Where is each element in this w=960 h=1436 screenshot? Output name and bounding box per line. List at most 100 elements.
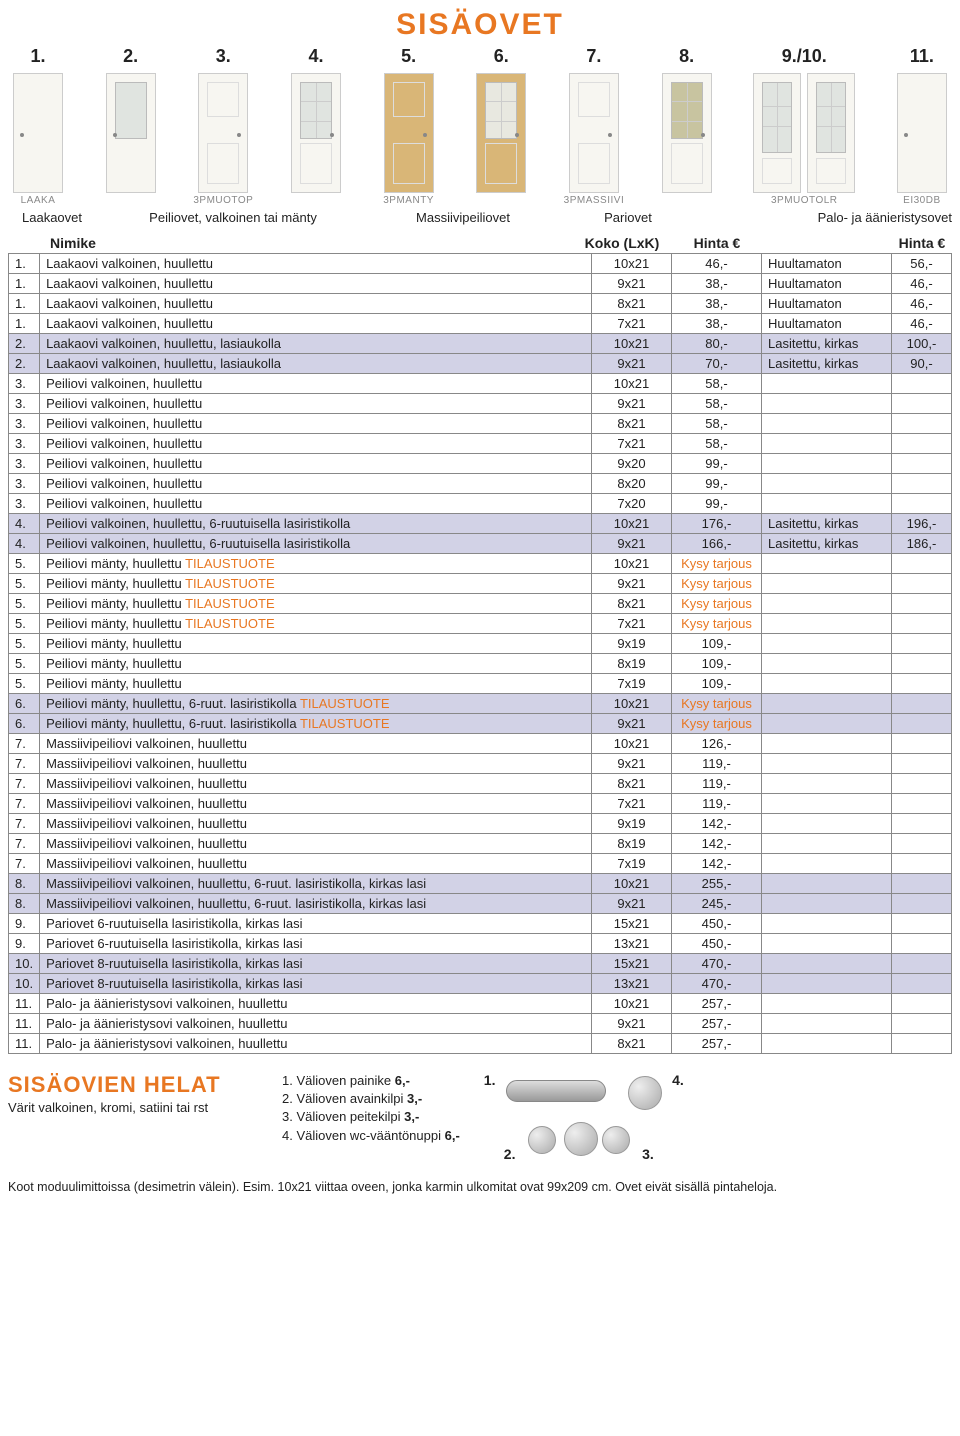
cell xyxy=(762,834,892,854)
cell: 90,- xyxy=(892,354,952,374)
table-row: 3.Peiliovi valkoinen, huullettu7x2158,- xyxy=(9,434,952,454)
table-row: 11.Palo- ja äänieristysovi valkoinen, hu… xyxy=(9,994,952,1014)
cell xyxy=(762,1014,892,1034)
cell: 9x21 xyxy=(592,354,672,374)
cell: 7. xyxy=(9,794,40,814)
cell xyxy=(892,694,952,714)
cell: 109,- xyxy=(672,654,762,674)
cell: 119,- xyxy=(672,794,762,814)
cell xyxy=(892,714,952,734)
table-row: 11.Palo- ja äänieristysovi valkoinen, hu… xyxy=(9,1034,952,1054)
cell: 99,- xyxy=(672,474,762,494)
cell: 7. xyxy=(9,814,40,834)
cell xyxy=(762,434,892,454)
cell: 8x21 xyxy=(592,1034,672,1054)
door-image xyxy=(569,73,619,193)
cell: 9. xyxy=(9,914,40,934)
category-row: Laakaovet Peiliovet, valkoinen tai mänty… xyxy=(8,210,952,225)
knob-icon xyxy=(528,1126,556,1154)
cell: 9x21 xyxy=(592,754,672,774)
cell: Laakaovi valkoinen, huullettu, lasiaukol… xyxy=(40,334,592,354)
cell: Palo- ja äänieristysovi valkoinen, huull… xyxy=(40,994,592,1014)
cell: 10x21 xyxy=(592,994,672,1014)
cell: 257,- xyxy=(672,994,762,1014)
cell: Massiivipeiliovi valkoinen, huullettu xyxy=(40,734,592,754)
helat-item: 3. Välioven peitekilpi 3,- xyxy=(282,1108,460,1126)
cell: 9x21 xyxy=(592,894,672,914)
cell xyxy=(892,654,952,674)
cell: Peiliovi mänty, huullettu xyxy=(40,634,592,654)
cell: 119,- xyxy=(672,754,762,774)
table-row: 7.Massiivipeiliovi valkoinen, huullettu9… xyxy=(9,754,952,774)
helat-subtitle: Värit valkoinen, kromi, satiini tai rst xyxy=(8,1100,258,1115)
cell: Laakaovi valkoinen, huullettu xyxy=(40,314,592,334)
helat-item: 4. Välioven wc-vääntönuppi 6,- xyxy=(282,1127,460,1145)
cell: Massiivipeiliovi valkoinen, huullettu xyxy=(40,834,592,854)
col-hinta2: Hinta € xyxy=(892,235,952,251)
cell xyxy=(762,814,892,834)
door-code: EI30DB xyxy=(903,195,940,206)
cell: 10x21 xyxy=(592,374,672,394)
cell: 470,- xyxy=(672,974,762,994)
cell: 10x21 xyxy=(592,334,672,354)
table-row: 5.Peiliovi mänty, huullettu7x19109,- xyxy=(9,674,952,694)
door-code: LAAKA xyxy=(21,195,56,206)
knob-icon xyxy=(602,1126,630,1154)
door-code: 3PMUOTOP xyxy=(193,195,253,206)
cell xyxy=(762,854,892,874)
door-image xyxy=(13,73,63,193)
helat-section: SISÄOVIEN HELAT Värit valkoinen, kromi, … xyxy=(8,1072,952,1162)
cell: Peiliovi mänty, huullettu xyxy=(40,674,592,694)
cell: 7x19 xyxy=(592,674,672,694)
cell xyxy=(762,734,892,754)
cell: Lasitettu, kirkas xyxy=(762,534,892,554)
cell xyxy=(892,934,952,954)
cell: 2. xyxy=(9,334,40,354)
helat-item: 2. Välioven avainkilpi 3,- xyxy=(282,1090,460,1108)
cell: Peiliovi mänty, huullettu xyxy=(40,654,592,674)
cell xyxy=(762,394,892,414)
cell: 4. xyxy=(9,514,40,534)
cell: 7. xyxy=(9,734,40,754)
door-code: 3PMASSIIVI xyxy=(564,195,625,206)
cell: 8. xyxy=(9,894,40,914)
cell: 450,- xyxy=(672,934,762,954)
cell xyxy=(762,574,892,594)
cell: 5. xyxy=(9,614,40,634)
cell xyxy=(892,874,952,894)
cell: 10x21 xyxy=(592,874,672,894)
door-image xyxy=(291,73,341,193)
cell: 99,- xyxy=(672,494,762,514)
cell: 100,- xyxy=(892,334,952,354)
table-row: 1.Laakaovi valkoinen, huullettu10x2146,-… xyxy=(9,254,952,274)
table-row: 8.Massiivipeiliovi valkoinen, huullettu,… xyxy=(9,874,952,894)
table-row: 3.Peiliovi valkoinen, huullettu10x2158,- xyxy=(9,374,952,394)
cell: 5. xyxy=(9,554,40,574)
cell: 38,- xyxy=(672,294,762,314)
cell: 9x21 xyxy=(592,394,672,414)
cell xyxy=(892,454,952,474)
cell: 15x21 xyxy=(592,954,672,974)
category-label: Laakaovet xyxy=(8,210,88,225)
cell: 142,- xyxy=(672,834,762,854)
cell: 1. xyxy=(9,254,40,274)
cell xyxy=(762,654,892,674)
cell: 13x21 xyxy=(592,934,672,954)
table-row: 7.Massiivipeiliovi valkoinen, huullettu1… xyxy=(9,734,952,754)
cell: 70,- xyxy=(672,354,762,374)
cell xyxy=(892,974,952,994)
door-number: 7. xyxy=(586,46,601,67)
cell: Huultamaton xyxy=(762,314,892,334)
table-row: 7.Massiivipeiliovi valkoinen, huullettu7… xyxy=(9,854,952,874)
helat-item: 1. Välioven painike 6,- xyxy=(282,1072,460,1090)
helat-img-label: 3. xyxy=(642,1146,654,1162)
cell: 245,- xyxy=(672,894,762,914)
cell: 9x19 xyxy=(592,814,672,834)
cell xyxy=(892,854,952,874)
cell: 6. xyxy=(9,714,40,734)
cell xyxy=(892,914,952,934)
price-table: 1.Laakaovi valkoinen, huullettu10x2146,-… xyxy=(8,253,952,1054)
cell: Peiliovi mänty, huullettu TILAUSTUOTE xyxy=(40,574,592,594)
cell: 38,- xyxy=(672,274,762,294)
cell: Massiivipeiliovi valkoinen, huullettu xyxy=(40,774,592,794)
